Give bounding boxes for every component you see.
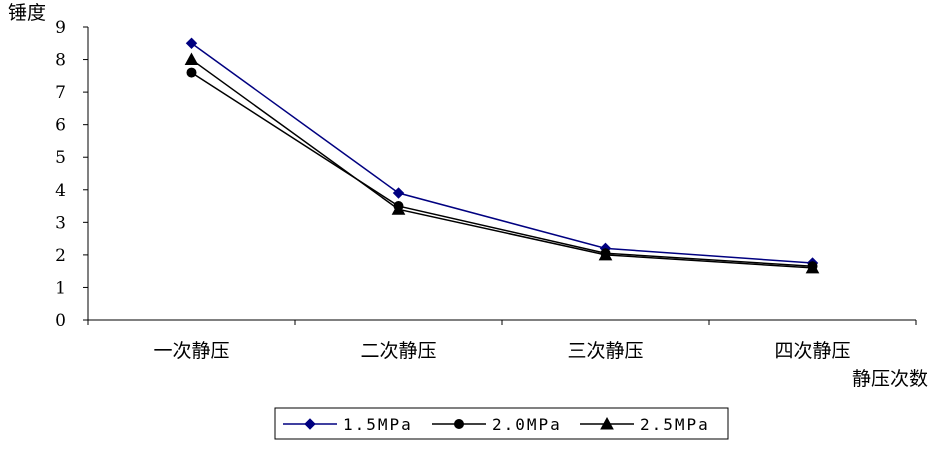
y-tick-label: 2 (55, 246, 66, 266)
x-category-label: 四次静压 (774, 340, 850, 362)
series-2.5MPa (184, 52, 820, 274)
y-tick-label: 6 (55, 116, 66, 136)
legend-box (274, 407, 729, 440)
legend-label: 2.0MPa (492, 415, 562, 434)
triangle-marker (600, 416, 614, 430)
y-tick-labels: 0 1 2 3 4 5 6 7 8 9 (55, 18, 66, 331)
legend-label: 2.5MPa (640, 415, 710, 434)
triangle-marker (805, 260, 820, 274)
y-tick-label: 0 (55, 311, 66, 331)
circle-marker (186, 67, 197, 78)
y-tick-label: 1 (55, 278, 66, 298)
triangle-marker (391, 202, 406, 215)
x-category-label: 一次静压 (153, 340, 229, 362)
series-1.5MPa (185, 37, 819, 269)
circle-marker (454, 419, 464, 429)
series-line (191, 58, 813, 269)
y-tick-label: 9 (55, 18, 66, 38)
diamond-marker (392, 187, 405, 199)
y-tick-label: 5 (55, 148, 66, 168)
axes (83, 26, 917, 325)
x-category-labels: 一次静压 二次静压 三次静压 四次静压 (153, 340, 850, 362)
series-group (184, 37, 820, 274)
y-axis-label: 锤度 (8, 2, 46, 24)
x-category-label: 二次静压 (360, 340, 436, 362)
triangle-marker (184, 52, 199, 66)
legend-label: 1.5MPa (343, 415, 413, 434)
triangle-marker (598, 247, 613, 261)
y-tick-label: 7 (55, 83, 66, 103)
series-line (191, 42, 813, 264)
series-line (191, 71, 813, 268)
legend: 1.5MPa 2.0MPa 2.5MPa (274, 407, 729, 440)
y-tick-label: 4 (55, 181, 66, 201)
y-tick-label: 3 (55, 213, 66, 233)
y-tick-label: 8 (55, 51, 66, 71)
series-2.0MPa (186, 67, 818, 272)
diamond-marker (304, 418, 316, 430)
x-category-label: 三次静压 (567, 340, 643, 362)
diamond-marker (185, 37, 198, 49)
x-axis-label: 静压次数 (852, 368, 928, 390)
